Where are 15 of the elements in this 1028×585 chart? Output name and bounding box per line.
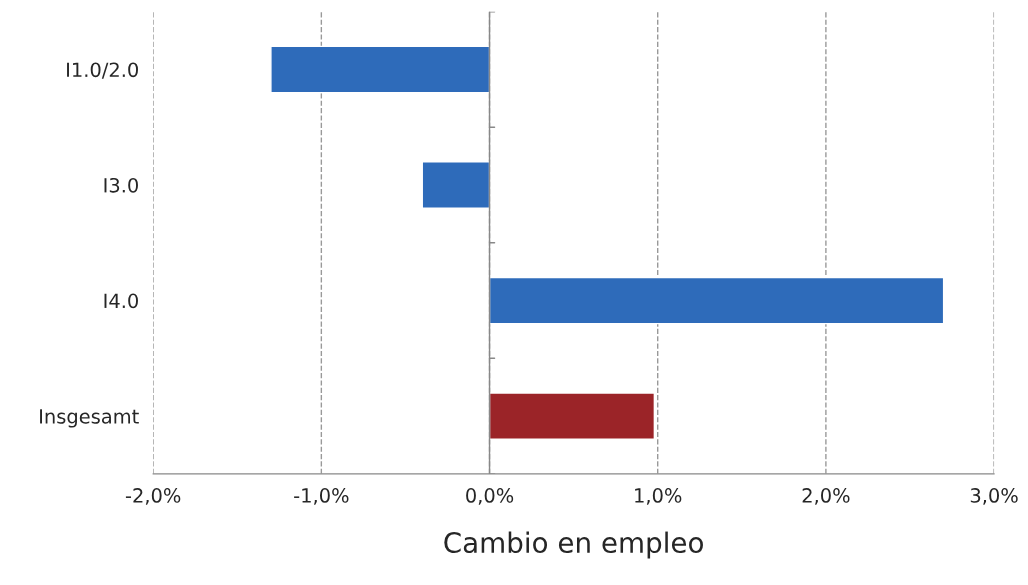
- bar: [488, 276, 945, 325]
- x-tick-label: 2,0%: [802, 488, 850, 505]
- y-tick-label: I1.0/2.0: [67, 62, 138, 79]
- y-tick-label: Insgesamt: [40, 409, 139, 428]
- y-tick-label: I3.0: [104, 177, 138, 193]
- bar: [421, 161, 491, 209]
- y-tick-label: I4.0: [104, 293, 138, 309]
- x-tick-label: -2,0%: [125, 488, 181, 505]
- x-tick-label: 0,0%: [466, 488, 514, 505]
- x-axis-title: Cambio en empleo: [444, 531, 703, 559]
- bar: [270, 45, 491, 94]
- x-tick-label: -1,0%: [294, 488, 349, 505]
- x-tick-label: 3,0%: [970, 488, 1018, 505]
- bar: [488, 392, 656, 440]
- x-tick-label: 1,0%: [635, 488, 682, 505]
